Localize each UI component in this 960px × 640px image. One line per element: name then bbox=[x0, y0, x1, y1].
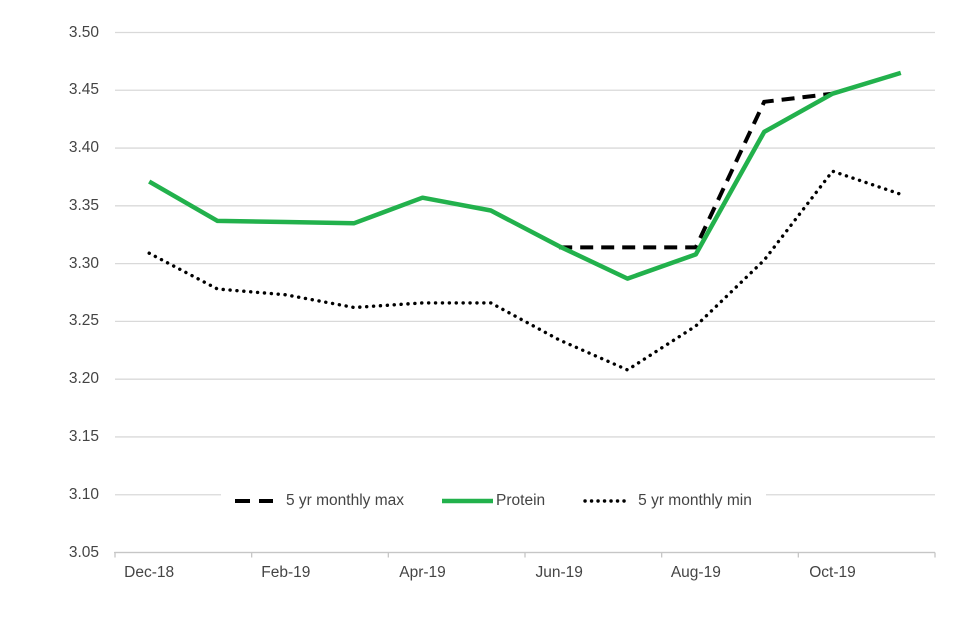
y-axis-label: 3.40 bbox=[68, 139, 99, 157]
dashed-line-sample-icon bbox=[235, 499, 273, 503]
x-axis-label: Jun-19 bbox=[535, 564, 583, 581]
solid-line-sample-icon bbox=[442, 498, 494, 504]
x-axis-label: Apr-19 bbox=[399, 564, 446, 581]
y-axis-label: 3.05 bbox=[68, 543, 99, 561]
x-axis-label: Aug-19 bbox=[670, 564, 721, 581]
x-axis-label: Feb-19 bbox=[261, 564, 311, 581]
legend-label-min: 5 yr monthly min bbox=[638, 492, 752, 509]
legend-item-protein: Protein bbox=[442, 492, 545, 510]
series-line-5-yr-monthly-min bbox=[147, 169, 903, 372]
y-axis-label: 3.30 bbox=[68, 254, 99, 272]
y-axis-label: 3.20 bbox=[68, 370, 99, 388]
legend-item-5yr-monthly-min: 5 yr monthly min bbox=[583, 492, 752, 510]
series-line-5-yr-monthly-max bbox=[559, 91, 833, 250]
y-axis-label: 3.50 bbox=[68, 23, 99, 41]
series-line-protein bbox=[148, 70, 902, 281]
x-axis-label: Dec-18 bbox=[124, 564, 175, 581]
y-axis-label: 3.25 bbox=[68, 312, 99, 330]
dotted-line-sample-icon bbox=[583, 499, 630, 503]
y-axis-label: 3.15 bbox=[68, 427, 99, 445]
x-axis-label: Oct-19 bbox=[809, 564, 856, 581]
y-axis-label: 3.35 bbox=[68, 196, 99, 214]
y-axis-label: 3.45 bbox=[68, 81, 99, 99]
y-axis-label: 3.10 bbox=[68, 485, 99, 503]
chart-legend: 5 yr monthly max Protein 5 yr monthly mi… bbox=[221, 482, 766, 520]
legend-label-max: 5 yr monthly max bbox=[286, 492, 405, 509]
legend-label-protein: Protein bbox=[496, 492, 546, 509]
legend-item-5yr-monthly-max: 5 yr monthly max bbox=[235, 492, 404, 510]
